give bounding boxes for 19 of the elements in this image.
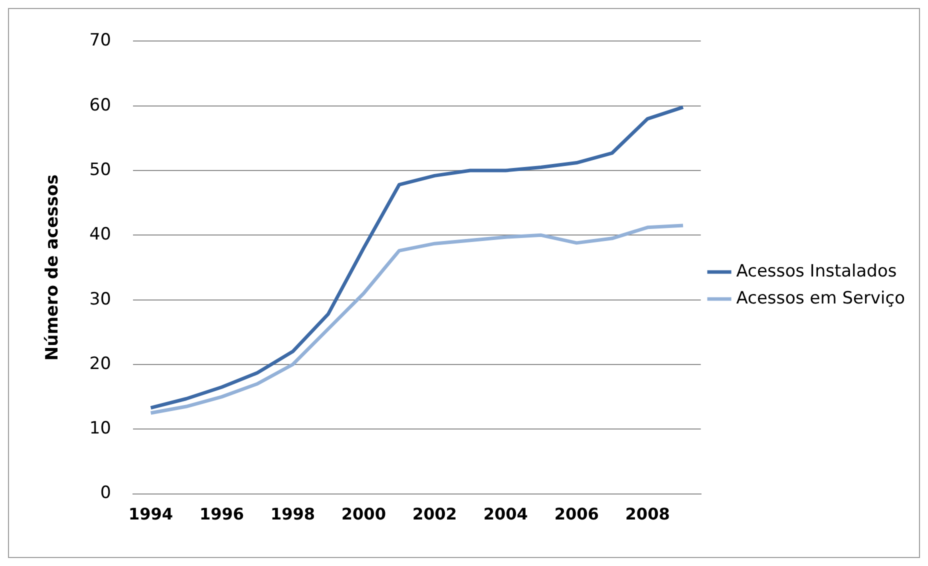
x-tick-label: 2006 (554, 504, 599, 524)
y-tick-label: 40 (89, 224, 112, 245)
y-axis-title: Número de acessos (42, 174, 63, 361)
y-tick-label: 50 (89, 160, 112, 180)
x-tick-label: 1996 (199, 504, 244, 524)
y-tick-label: 30 (89, 289, 112, 310)
x-tick-label: 2004 (483, 504, 528, 524)
y-tick-label: 60 (89, 95, 112, 116)
y-tick-label: 70 (89, 30, 112, 51)
x-tick-label: 2008 (625, 504, 670, 524)
x-tick-label: 1994 (128, 504, 174, 524)
y-tick-label: 0 (100, 483, 112, 504)
y-tick-label: 20 (89, 354, 112, 374)
y-tick-label: 10 (89, 418, 112, 439)
x-tick-label: 2000 (341, 504, 386, 524)
x-tick-label: 1998 (270, 504, 315, 524)
legend-label: Acessos Instalados (736, 261, 897, 282)
legend-label: Acessos em Serviço (736, 288, 906, 308)
x-tick-label: 2002 (412, 504, 457, 524)
